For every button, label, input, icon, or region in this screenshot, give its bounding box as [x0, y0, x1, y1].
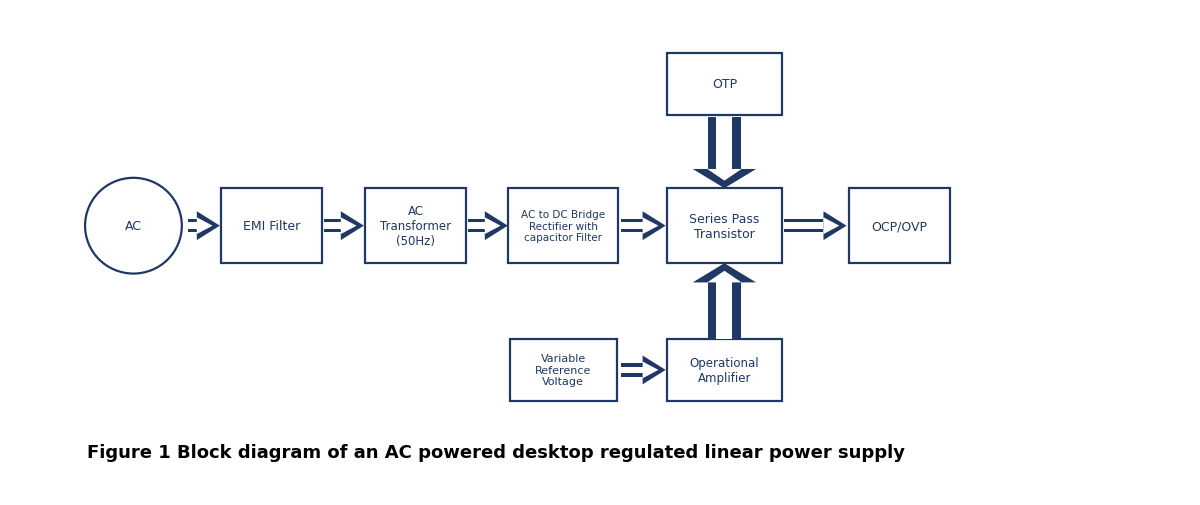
- Polygon shape: [692, 264, 756, 283]
- Polygon shape: [707, 170, 742, 181]
- Polygon shape: [197, 212, 220, 240]
- Bar: [667, 54, 782, 116]
- Polygon shape: [823, 218, 839, 235]
- Bar: [187, 220, 197, 233]
- Text: EMI Filter: EMI Filter: [244, 220, 300, 233]
- Bar: [620, 364, 643, 377]
- Ellipse shape: [85, 178, 182, 274]
- Bar: [708, 283, 740, 339]
- Bar: [785, 223, 823, 230]
- Polygon shape: [341, 218, 356, 235]
- Polygon shape: [643, 212, 666, 240]
- Bar: [716, 283, 732, 339]
- Bar: [667, 339, 782, 401]
- Bar: [620, 223, 643, 230]
- Text: Variable
Reference
Voltage: Variable Reference Voltage: [535, 354, 592, 387]
- Bar: [468, 220, 485, 233]
- Polygon shape: [643, 362, 659, 379]
- Bar: [667, 189, 782, 264]
- Polygon shape: [643, 356, 666, 385]
- Text: Operational
Amplifier: Operational Amplifier: [690, 356, 760, 384]
- Bar: [468, 223, 485, 230]
- Text: OCP/OVP: OCP/OVP: [871, 220, 928, 233]
- Polygon shape: [341, 212, 364, 240]
- Text: Series Pass
Transistor: Series Pass Transistor: [689, 212, 760, 240]
- Bar: [187, 223, 197, 230]
- Bar: [716, 117, 732, 170]
- Polygon shape: [197, 218, 212, 235]
- Bar: [620, 367, 643, 374]
- Text: OTP: OTP: [712, 78, 737, 91]
- Polygon shape: [692, 170, 756, 189]
- Polygon shape: [707, 271, 742, 283]
- Bar: [324, 220, 341, 233]
- Polygon shape: [485, 212, 508, 240]
- Bar: [221, 189, 323, 264]
- Text: AC
Transformer
(50Hz): AC Transformer (50Hz): [380, 205, 451, 247]
- Text: Figure 1 Block diagram of an AC powered desktop regulated linear power supply: Figure 1 Block diagram of an AC powered …: [88, 443, 905, 461]
- Bar: [785, 220, 823, 233]
- Bar: [324, 223, 341, 230]
- Polygon shape: [823, 212, 846, 240]
- Bar: [365, 189, 467, 264]
- Polygon shape: [643, 218, 659, 235]
- Bar: [508, 189, 618, 264]
- Text: AC: AC: [125, 220, 142, 233]
- Polygon shape: [485, 218, 500, 235]
- Text: AC to DC Bridge
Rectifier with
capacitor Filter: AC to DC Bridge Rectifier with capacitor…: [521, 210, 605, 243]
- Bar: [708, 117, 740, 170]
- Bar: [510, 339, 617, 401]
- Bar: [620, 220, 643, 233]
- Bar: [848, 189, 950, 264]
